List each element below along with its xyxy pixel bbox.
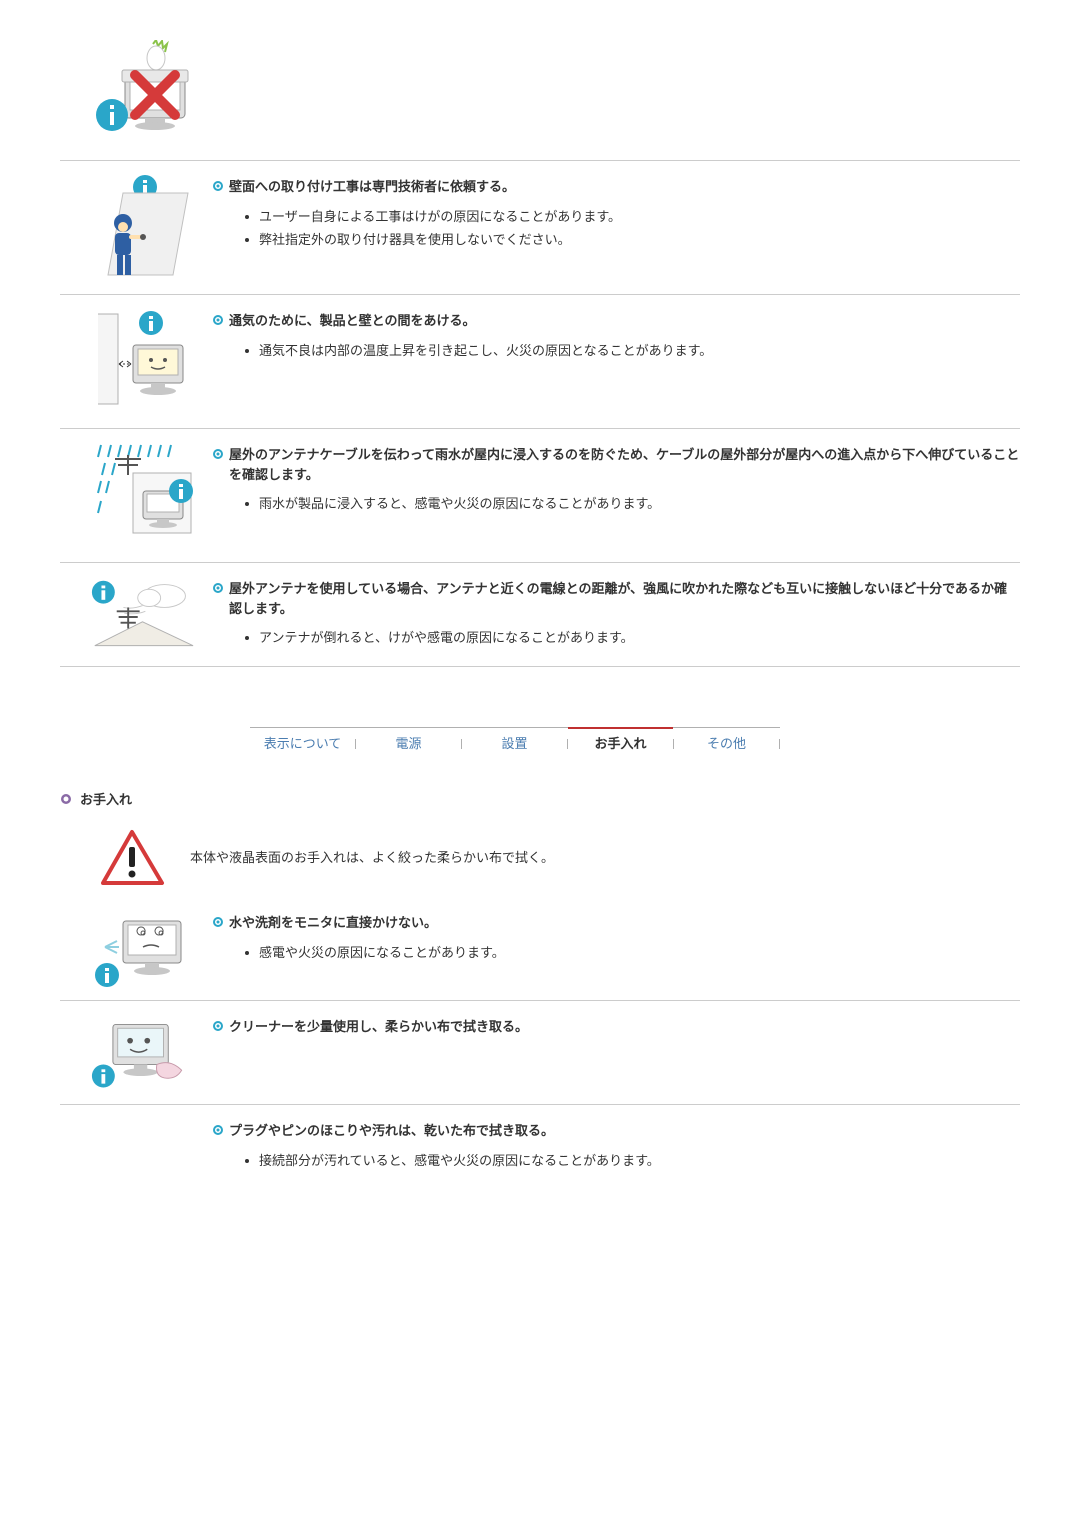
tab-nav: 表示について 電源 設置 お手入れ その他: [250, 727, 780, 760]
warning-points: 感電や火災の原因になることがあります。: [245, 943, 1020, 963]
warning-title-text: 水や洗剤をモニタに直接かけない。: [229, 913, 437, 933]
tab-care[interactable]: お手入れ: [568, 728, 673, 760]
tab-power[interactable]: 電源: [356, 728, 461, 760]
bullet-icon: [213, 449, 223, 459]
warning-content: 水や洗剤をモニタに直接かけない。 感電や火災の原因になることがあります。: [213, 911, 1020, 966]
warning-title: 屋外アンテナを使用している場合、アンテナと近くの電線との距離が、強風に吹かれた際…: [213, 579, 1020, 618]
wall-mount-worker-icon: [90, 175, 195, 280]
warning-points: 接続部分が汚れていると、感電や火災の原因になることがあります。: [245, 1151, 1020, 1171]
tab-bar: 表示について 電源 設置 お手入れ その他: [250, 727, 780, 760]
warning-title: プラグやピンのほこりや汚れは、乾いた布で拭き取る。: [213, 1121, 1020, 1141]
warning-content: 屋外のアンテナケーブルを伝わって雨水が屋内に浸入するのを防ぐため、ケーブルの屋外…: [213, 443, 1020, 518]
antenna-wind-icon: [90, 577, 195, 652]
warning-content: 通気のために、製品と壁との間をあける。 通気不良は内部の温度上昇を引き起こし、火…: [213, 309, 1020, 364]
tab-separator: [779, 739, 780, 749]
warning-title: 通気のために、製品と壁との間をあける。: [213, 311, 1020, 331]
warning-points: アンテナが倒れると、けがや感電の原因になることがあります。: [245, 628, 1020, 648]
warning-points: ユーザー自身による工事はけがの原因になることがあります。 弊社指定外の取り付け器…: [245, 207, 1020, 250]
care-intro-row: 本体や液晶表面のお手入れは、よく絞った柔らかい布で拭く。: [60, 819, 1020, 897]
bullet-icon: [213, 181, 223, 191]
section-header: お手入れ: [60, 790, 1020, 810]
warning-row: クリーナーを少量使用し、柔らかい布で拭き取る。: [60, 1001, 1020, 1104]
warning-row: 壁面への取り付け工事は専門技術者に依頼する。 ユーザー自身による工事はけがの原因…: [60, 161, 1020, 294]
antenna-rain-cable-icon: [90, 443, 195, 548]
warning-title-text: 通気のために、製品と壁との間をあける。: [229, 311, 475, 331]
warning-title-text: 壁面への取り付け工事は専門技術者に依頼する。: [229, 177, 515, 197]
page-container: 壁面への取り付け工事は専門技術者に依頼する。 ユーザー自身による工事はけがの原因…: [0, 0, 1080, 1268]
tab-other[interactable]: その他: [674, 728, 779, 760]
warning-points: 雨水が製品に浸入すると、感電や火災の原因になることがあります。: [245, 494, 1020, 514]
warning-row: プラグやピンのほこりや汚れは、乾いた布で拭き取る。 接続部分が汚れていると、感電…: [60, 1105, 1020, 1208]
warning-point: 通気不良は内部の温度上昇を引き起こし、火災の原因となることがあります。: [245, 341, 1020, 361]
tab-install[interactable]: 設置: [462, 728, 567, 760]
no-spray-direct-icon: [90, 911, 195, 986]
bullet-icon: [213, 917, 223, 927]
warning-triangle-icon: [100, 829, 165, 887]
tab-display[interactable]: 表示について: [250, 728, 355, 760]
warning-content: クリーナーを少量使用し、柔らかい布で拭き取る。: [213, 1015, 1020, 1037]
bullet-icon: [213, 315, 223, 325]
warning-point: 雨水が製品に浸入すると、感電や火災の原因になることがあります。: [245, 494, 1020, 514]
ventilation-gap-icon: [90, 309, 195, 414]
warning-point: 接続部分が汚れていると、感電や火災の原因になることがあります。: [245, 1151, 1020, 1171]
warning-title-text: クリーナーを少量使用し、柔らかい布で拭き取る。: [229, 1017, 528, 1037]
warning-title: 壁面への取り付け工事は専門技術者に依頼する。: [213, 177, 1020, 197]
bullet-icon: [213, 1125, 223, 1135]
warning-point: 感電や火災の原因になることがあります。: [245, 943, 1020, 963]
warning-point: ユーザー自身による工事はけがの原因になることがあります。: [245, 207, 1020, 227]
warning-content: 屋外アンテナを使用している場合、アンテナと近くの電線との距離が、強風に吹かれた際…: [213, 577, 1020, 652]
warning-title-text: 屋外アンテナを使用している場合、アンテナと近くの電線との距離が、強風に吹かれた際…: [229, 579, 1020, 618]
warning-title: 屋外のアンテナケーブルを伝わって雨水が屋内に浸入するのを防ぐため、ケーブルの屋外…: [213, 445, 1020, 484]
monitor-no-water-icon: [90, 40, 200, 140]
bullet-icon: [213, 1021, 223, 1031]
care-intro-text: 本体や液晶表面のお手入れは、よく絞った柔らかい布で拭く。: [190, 848, 554, 868]
section-title: お手入れ: [80, 790, 132, 810]
warning-title-text: 屋外のアンテナケーブルを伝わって雨水が屋内に浸入するのを防ぐため、ケーブルの屋外…: [229, 445, 1020, 484]
warning-point: 弊社指定外の取り付け器具を使用しないでください。: [245, 230, 1020, 250]
warning-points: 通気不良は内部の温度上昇を引き起こし、火災の原因となることがあります。: [245, 341, 1020, 361]
warning-row: 通気のために、製品と壁との間をあける。 通気不良は内部の温度上昇を引き起こし、火…: [60, 295, 1020, 428]
warning-title: 水や洗剤をモニタに直接かけない。: [213, 913, 1020, 933]
bullet-icon: [213, 583, 223, 593]
top-illustration: [90, 40, 1020, 140]
warning-row: 屋外アンテナを使用している場合、アンテナと近くの電線との距離が、強風に吹かれた際…: [60, 563, 1020, 666]
use-cloth-cleaner-icon: [90, 1015, 195, 1090]
section-bullet-icon: [60, 793, 72, 805]
warning-row: 水や洗剤をモニタに直接かけない。 感電や火災の原因になることがあります。: [60, 897, 1020, 1000]
warning-point: アンテナが倒れると、けがや感電の原因になることがあります。: [245, 628, 1020, 648]
warning-content: プラグやピンのほこりや汚れは、乾いた布で拭き取る。 接続部分が汚れていると、感電…: [213, 1119, 1020, 1174]
warning-title: クリーナーを少量使用し、柔らかい布で拭き取る。: [213, 1017, 1020, 1037]
warning-content: 壁面への取り付け工事は専門技術者に依頼する。 ユーザー自身による工事はけがの原因…: [213, 175, 1020, 254]
warning-row: 屋外のアンテナケーブルを伝わって雨水が屋内に浸入するのを防ぐため、ケーブルの屋外…: [60, 429, 1020, 562]
warning-title-text: プラグやピンのほこりや汚れは、乾いた布で拭き取る。: [229, 1121, 554, 1141]
divider: [60, 666, 1020, 667]
